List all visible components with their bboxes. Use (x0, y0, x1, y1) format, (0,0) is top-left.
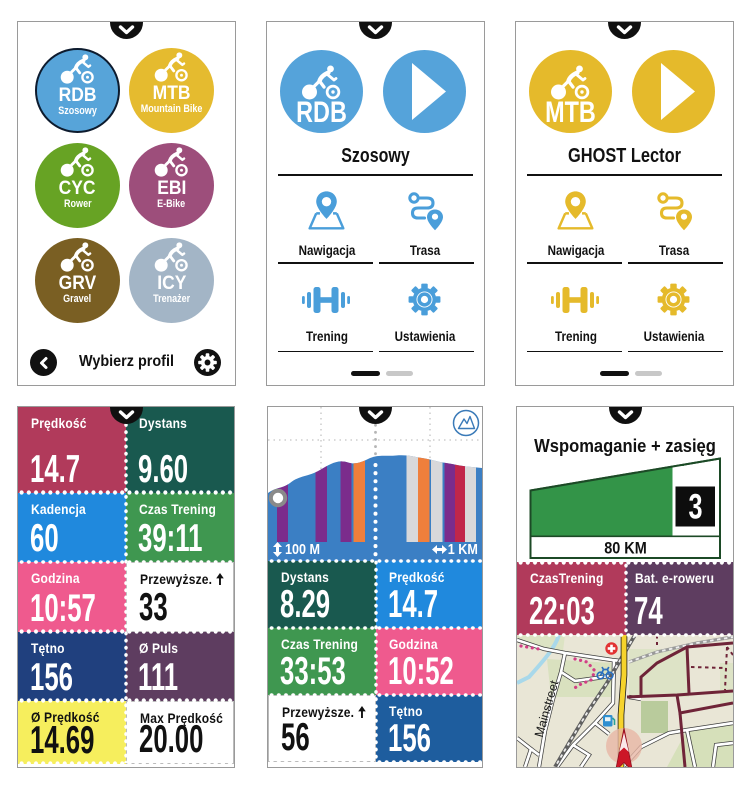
svg-text:80 KM: 80 KM (604, 539, 647, 557)
svg-text:3: 3 (688, 488, 702, 527)
